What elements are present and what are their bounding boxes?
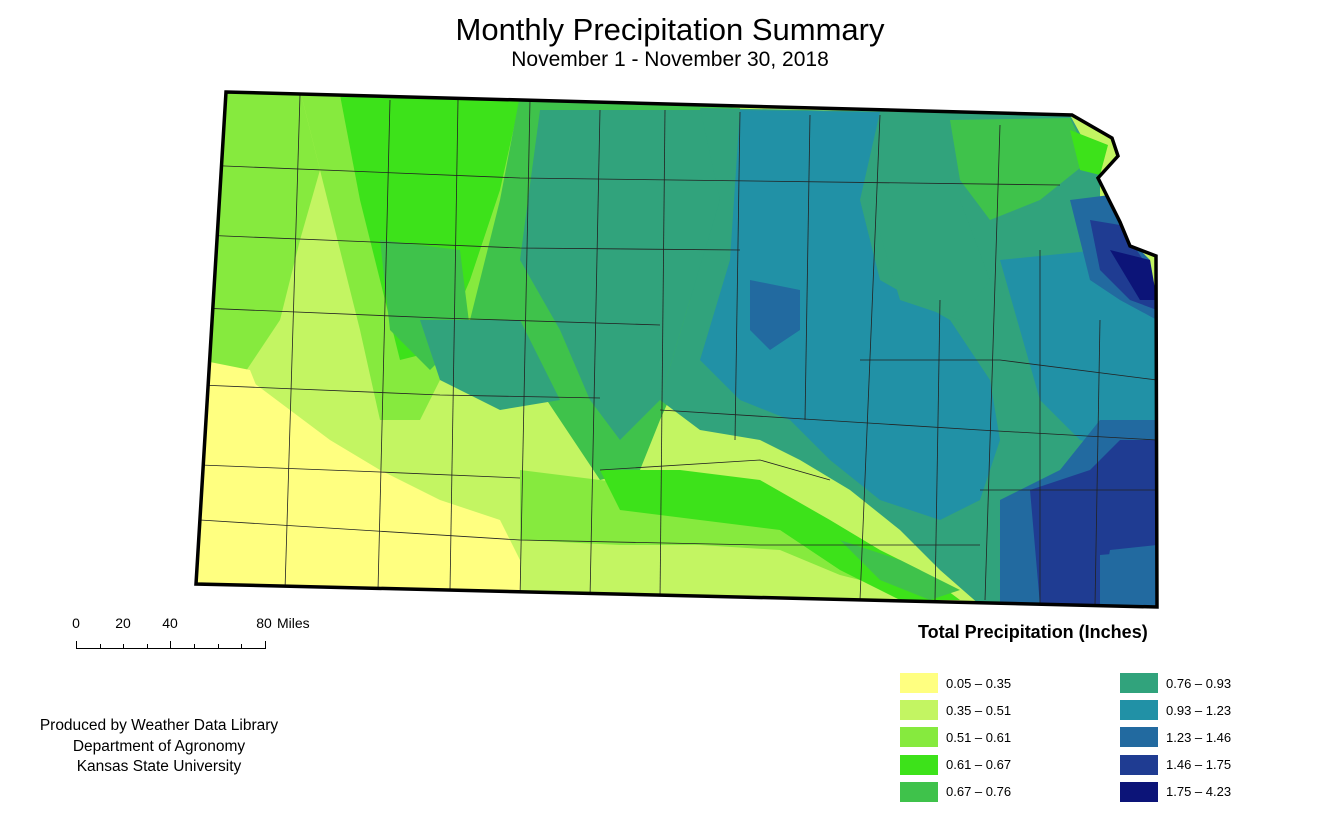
scale-label-40: 40 — [162, 615, 178, 631]
credit-line-3: Kansas State University — [76, 758, 242, 775]
legend-swatch — [900, 727, 938, 748]
map-subtitle: November 1 - November 30, 2018 — [511, 48, 829, 71]
legend-swatch — [1120, 700, 1158, 721]
legend-label: 1.75 – 4.23 — [1166, 784, 1232, 800]
legend-title: Total Precipitation (Inches) — [918, 622, 1148, 642]
scale-tick — [218, 644, 219, 649]
legend-item: 0.35 – 0.51 — [900, 700, 1012, 721]
legend-item: 0.67 – 0.76 — [900, 781, 1012, 802]
scale-tick — [147, 644, 148, 649]
scale-label-0: 0 — [72, 615, 80, 631]
scale-tick — [170, 641, 171, 649]
legend-swatch — [1120, 727, 1158, 748]
legend-swatch — [1120, 673, 1158, 693]
state-boundary — [194, 90, 1159, 609]
legend-item: 1.46 – 1.75 — [1120, 754, 1232, 775]
legend-label: 0.93 – 1.23 — [1166, 702, 1232, 718]
scale-tick — [194, 644, 195, 649]
credit-block: Produced by Weather Data Library Departm… — [30, 716, 288, 778]
county-boundaries — [199, 94, 1157, 606]
legend-item: 1.23 – 1.46 — [1120, 727, 1232, 748]
legend-item: 1.75 – 4.23 — [1120, 781, 1232, 802]
scale-tick — [241, 644, 242, 649]
scale-label-20: 20 — [115, 615, 131, 631]
scale-tick — [123, 644, 124, 649]
legend-item: 0.05 – 0.35 — [900, 673, 1011, 693]
scale-tick — [100, 644, 101, 649]
legend-item: 0.93 – 1.23 — [1120, 700, 1232, 721]
legend-label: 1.23 – 1.46 — [1166, 729, 1232, 745]
legend-swatch — [900, 754, 938, 775]
credit-line-2: Department of Agronomy — [72, 737, 246, 755]
scale-unit: Miles — [277, 615, 310, 631]
legend-item: 0.61 – 0.67 — [900, 754, 1012, 775]
legend-item: 0.51 – 0.61 — [900, 727, 1012, 748]
map-title: Monthly Precipitation Summary — [455, 12, 885, 47]
legend: 0.05 – 0.35 0.35 – 0.51 0.51 – 0.61 0.61 – … — [900, 673, 1232, 803]
legend-swatch — [900, 673, 938, 693]
legend-swatch — [1120, 754, 1158, 775]
scale-bar: 0 20 40 80 Miles — [70, 615, 340, 655]
legend-label: 1.46 – 1.75 — [1166, 757, 1232, 773]
legend-label: 0.76 – 0.93 — [1166, 675, 1232, 691]
legend-swatch — [900, 700, 938, 721]
legend-label: 0.61 – 0.67 — [946, 757, 1012, 773]
legend-swatch — [1120, 781, 1158, 802]
legend-swatch — [900, 781, 938, 802]
scale-tick — [265, 641, 266, 649]
credit-line-1: Produced by Weather Data Library — [39, 717, 279, 734]
legend-label: 0.51 – 0.61 — [946, 729, 1012, 745]
scale-tick — [76, 641, 77, 649]
legend-label: 0.05 – 0.35 — [946, 675, 1012, 691]
scale-label-80: 80 — [256, 615, 272, 631]
legend-label: 0.35 – 0.51 — [946, 702, 1012, 718]
legend-item: 0.76 – 0.93 — [1120, 673, 1231, 693]
precipitation-zones — [196, 92, 1157, 607]
legend-label: 0.67 – 0.76 — [946, 784, 1012, 800]
scale-line — [76, 648, 266, 649]
